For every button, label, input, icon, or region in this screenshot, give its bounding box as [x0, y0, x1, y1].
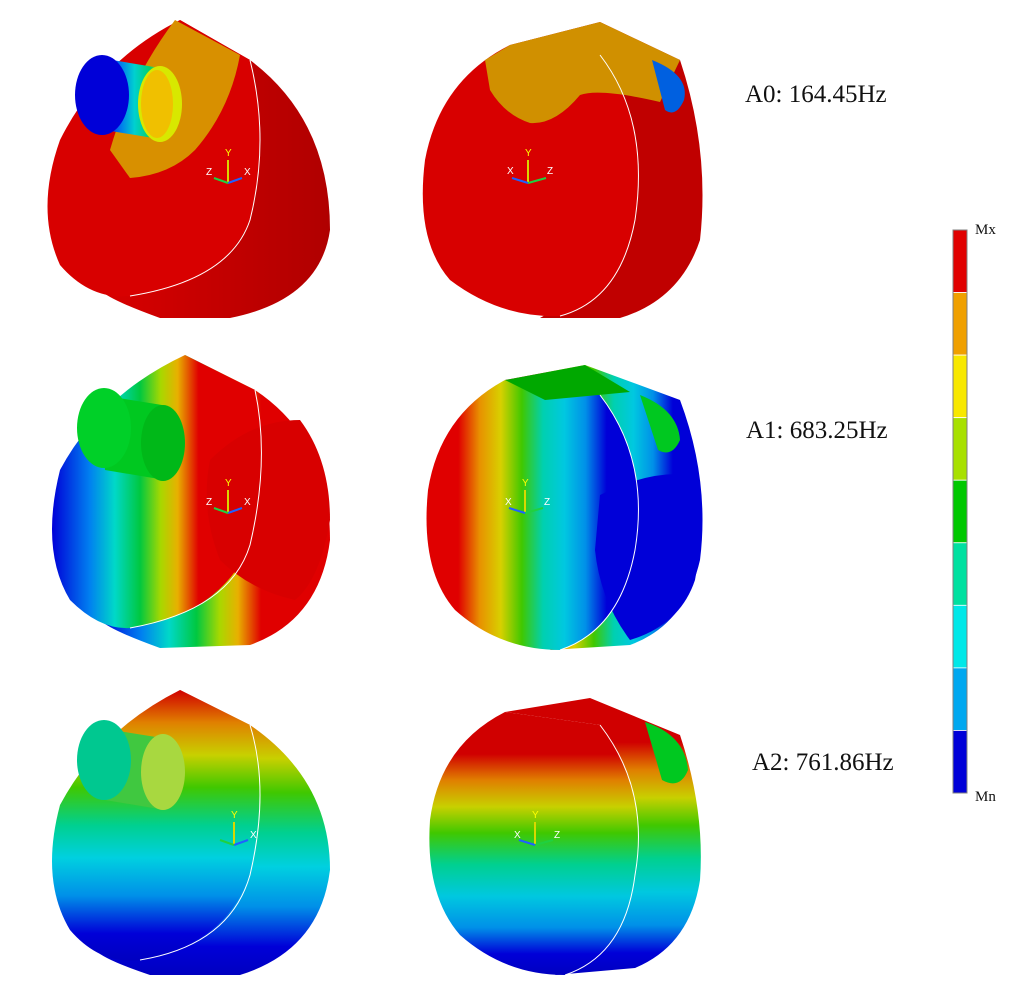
coordinate-triad-icon: Y X Z [206, 148, 251, 184]
triad-x-label: X [244, 497, 251, 508]
triad-z-label: Z [544, 497, 550, 508]
coordinate-triad-icon: Y X Z [206, 478, 251, 514]
legend-max-label: Mx [975, 222, 996, 238]
legend-band [952, 417, 968, 481]
coordinate-triad-icon: Y X Z [507, 148, 553, 184]
triad-y-label: Y [525, 148, 532, 159]
triad-z-label: Z [206, 167, 212, 178]
legend-frame [952, 229, 968, 794]
mode-a2-label: A2: 761.86Hz [752, 749, 894, 776]
legend-band [952, 604, 968, 669]
mode-a0-label: A0: 164.45Hz [745, 81, 887, 108]
triad-x-label: X [507, 166, 514, 177]
mode-a1-back-view: Y X Z [426, 365, 703, 651]
mode-a0-back-view: Y X Z [422, 22, 703, 318]
triad-x-label: X [250, 830, 257, 841]
triad-x-label: X [505, 497, 512, 508]
coordinate-triad-icon: Y X [219, 810, 257, 846]
legend-band [952, 542, 968, 606]
triad-z-label: Z [206, 497, 212, 508]
triad-y-label: Y [532, 810, 539, 821]
triad-y-label: Y [231, 810, 238, 821]
triad-y-label: Y [225, 478, 232, 489]
legend-band [952, 229, 968, 293]
triad-z-label: Z [547, 166, 553, 177]
triad-y-label: Y [522, 478, 529, 489]
mode-a1-label: A1: 683.25Hz [746, 417, 888, 444]
legend-band [952, 667, 968, 731]
legend-band [952, 730, 968, 794]
coordinate-triad-icon: Y X Z [505, 478, 550, 514]
legend-min-label: Mn [975, 789, 996, 805]
legend-band [952, 292, 968, 356]
legend-band [952, 354, 968, 419]
mode-a1-front-view: Y X Z [52, 355, 330, 648]
triad-y-label: Y [225, 148, 232, 159]
triad-x-label: X [514, 830, 521, 841]
mode-a2-front-view: Y X [52, 690, 330, 975]
legend-band [952, 479, 968, 544]
mode-a2-back-view: Y X Z [429, 698, 701, 976]
triad-x-label: X [244, 167, 251, 178]
mode-a0-front-view: Y X Z [47, 20, 330, 318]
triad-z-label: Z [554, 830, 560, 841]
coordinate-triad-icon: Y X Z [514, 810, 560, 846]
color-legend: Mx Mn [952, 222, 996, 805]
